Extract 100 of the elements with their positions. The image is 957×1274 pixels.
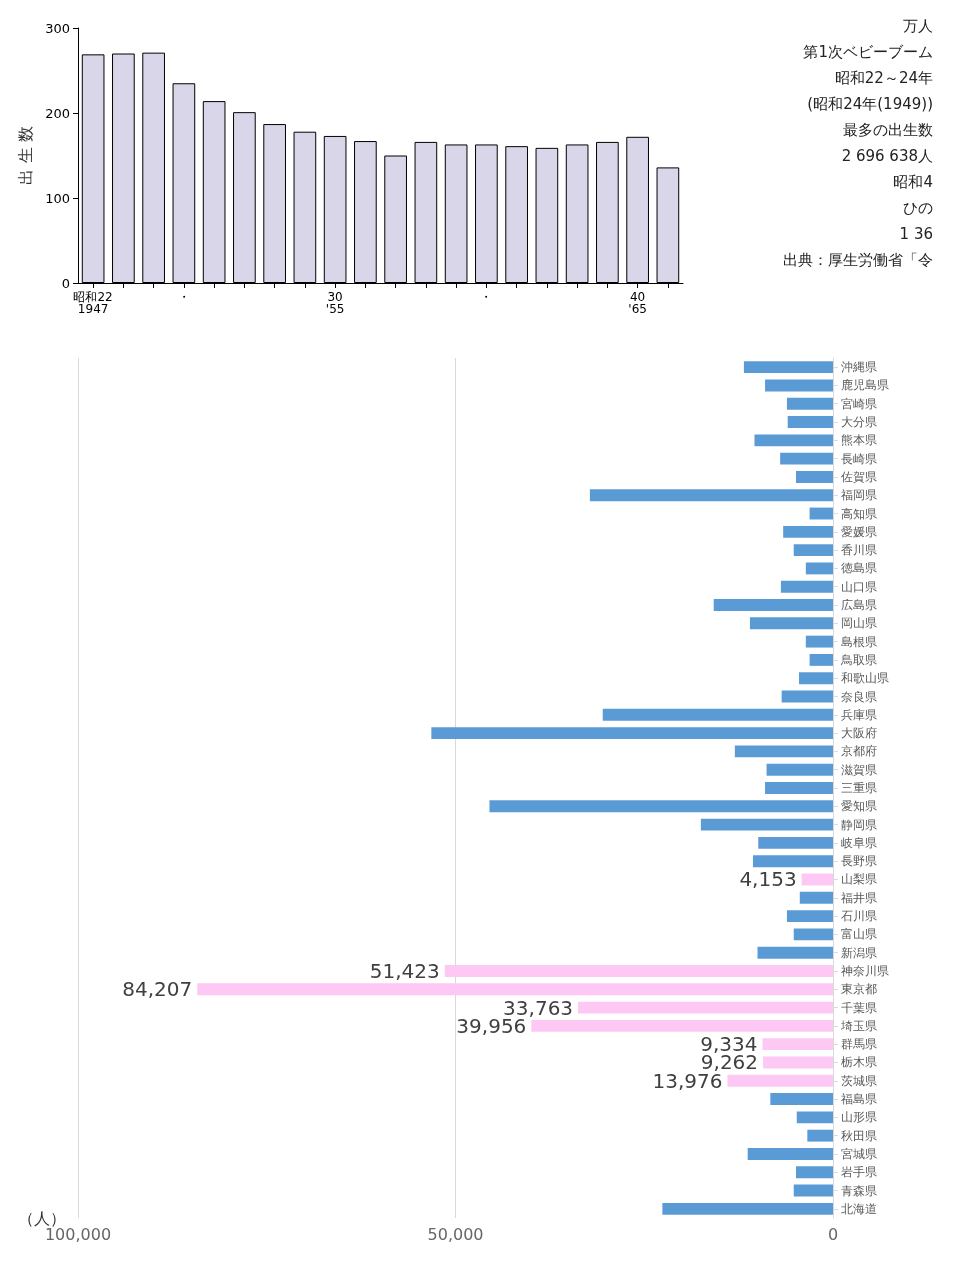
bar (444, 965, 833, 977)
x-tick-label: 0 (827, 1224, 839, 1244)
bar (754, 434, 833, 447)
y-tick-label: 栃木県 (841, 1055, 877, 1070)
y-tick-label: 徳島県 (841, 561, 877, 576)
bar (765, 379, 833, 392)
y-tick-label: 富山県 (841, 927, 877, 942)
bar (743, 361, 833, 374)
y-tick-label: 高知県 (841, 506, 877, 521)
y-tick-label: 沖縄県 (841, 360, 877, 375)
bar (783, 525, 833, 538)
bar (780, 452, 833, 465)
y-tick-label: 鹿児島県 (841, 378, 889, 393)
text: 昭和4 (893, 172, 933, 191)
text: 1 36 (899, 224, 934, 243)
text: 昭和22～24年 (834, 68, 934, 87)
y-tick-label: 神奈川県 (841, 963, 889, 978)
y-tick-label: 0 (61, 275, 70, 291)
y-tick-label: 福井県 (841, 890, 877, 905)
x-tick-label: 30 '55 (325, 290, 345, 316)
bar (793, 1184, 833, 1197)
text: 最多の出生数 (843, 120, 933, 139)
y-tick-label: 愛媛県 (841, 524, 877, 539)
y-tick-label: 石川県 (841, 909, 877, 924)
y-tick-label: 宮崎県 (841, 396, 877, 411)
y-tick-label: 茨城県 (841, 1073, 877, 1088)
y-tick-label: 北海道 (841, 1201, 877, 1216)
y-tick-label: 和歌山県 (841, 671, 889, 686)
bar (758, 836, 833, 849)
x-tick-label: 昭和22 1947 (73, 290, 113, 316)
bar (713, 599, 833, 611)
text: (昭和24年(1949)) (807, 94, 933, 113)
y-tick-label: 奈良県 (841, 689, 877, 704)
bar (793, 928, 833, 941)
bar (727, 1074, 833, 1087)
y-tick-label: 千葉県 (841, 1000, 877, 1015)
x-tick-label: ・ (177, 290, 190, 304)
y-tick-label: 東京都 (841, 982, 877, 997)
bar (763, 1056, 833, 1069)
bar (787, 416, 833, 428)
y-tick-label: 山口県 (841, 579, 877, 594)
text: 万人 (903, 16, 933, 35)
text: ひの (903, 198, 933, 217)
bar (765, 782, 833, 794)
bar (766, 763, 833, 776)
y-tick-label: 青森県 (841, 1183, 877, 1198)
bar (796, 1111, 833, 1124)
data-label: 84,207 (122, 977, 193, 1002)
bar (796, 470, 833, 483)
data-label: 4,153 (739, 867, 797, 892)
data-label: 51,423 (369, 958, 440, 983)
bar (805, 562, 833, 575)
bar (805, 635, 833, 648)
bar (757, 946, 833, 959)
y-tick-label: 静岡県 (841, 817, 877, 832)
y-tick-label: 山梨県 (841, 872, 877, 887)
bar (799, 672, 833, 685)
bar (786, 397, 833, 410)
x-tick-label: 50,000 (427, 1224, 484, 1244)
bar (781, 690, 833, 703)
bar (807, 1129, 833, 1142)
y-tick-label: 熊本県 (841, 433, 877, 448)
y-tick-label: 兵庫県 (841, 707, 877, 722)
y-tick-label: 香川県 (841, 543, 877, 558)
bar (431, 727, 833, 740)
bar (531, 1019, 833, 1032)
bar (799, 891, 833, 904)
data-label: 33,763 (503, 995, 574, 1020)
y-tick-label: 宮城県 (841, 1146, 877, 1161)
bar (662, 1202, 833, 1215)
bar (197, 983, 833, 996)
y-tick-label: 鳥取県 (840, 652, 877, 667)
text: 第1次ベビーブーム (803, 42, 933, 61)
y-tick-label: 滋賀県 (841, 762, 877, 777)
bar (780, 580, 833, 593)
y-tick-label: 秋田県 (841, 1128, 877, 1143)
x-tick-label: 40 '65 (628, 290, 647, 316)
y-tick-label: 京都府 (841, 744, 877, 759)
y-axis-title: 出 生 数 (15, 126, 35, 185)
x-axis-title: （人） (18, 1208, 66, 1228)
y-tick-label: 愛知県 (841, 799, 877, 814)
bar (793, 544, 833, 557)
bar (578, 1001, 833, 1014)
bar (749, 617, 833, 630)
y-tick-label: 長崎県 (841, 451, 877, 466)
y-tick-label: 新潟県 (841, 945, 877, 960)
y-tick-label: 福岡県 (841, 488, 877, 503)
bar (796, 1166, 833, 1179)
text: 2 696 638人 (841, 146, 933, 165)
y-tick-label: 福島県 (841, 1092, 877, 1107)
y-tick-label: 岐阜県 (841, 835, 877, 850)
y-tick-label: 山形県 (841, 1110, 877, 1125)
y-tick-label: 三重県 (841, 781, 877, 795)
y-tick-label: 長野県 (841, 854, 877, 869)
x-tick-label: ・ (480, 290, 493, 304)
y-tick-label: 300 (45, 20, 70, 36)
bar (801, 873, 833, 886)
y-tick-label: 群馬県 (841, 1037, 877, 1052)
bar (734, 745, 833, 758)
y-tick-label: 大阪府 (841, 726, 877, 741)
